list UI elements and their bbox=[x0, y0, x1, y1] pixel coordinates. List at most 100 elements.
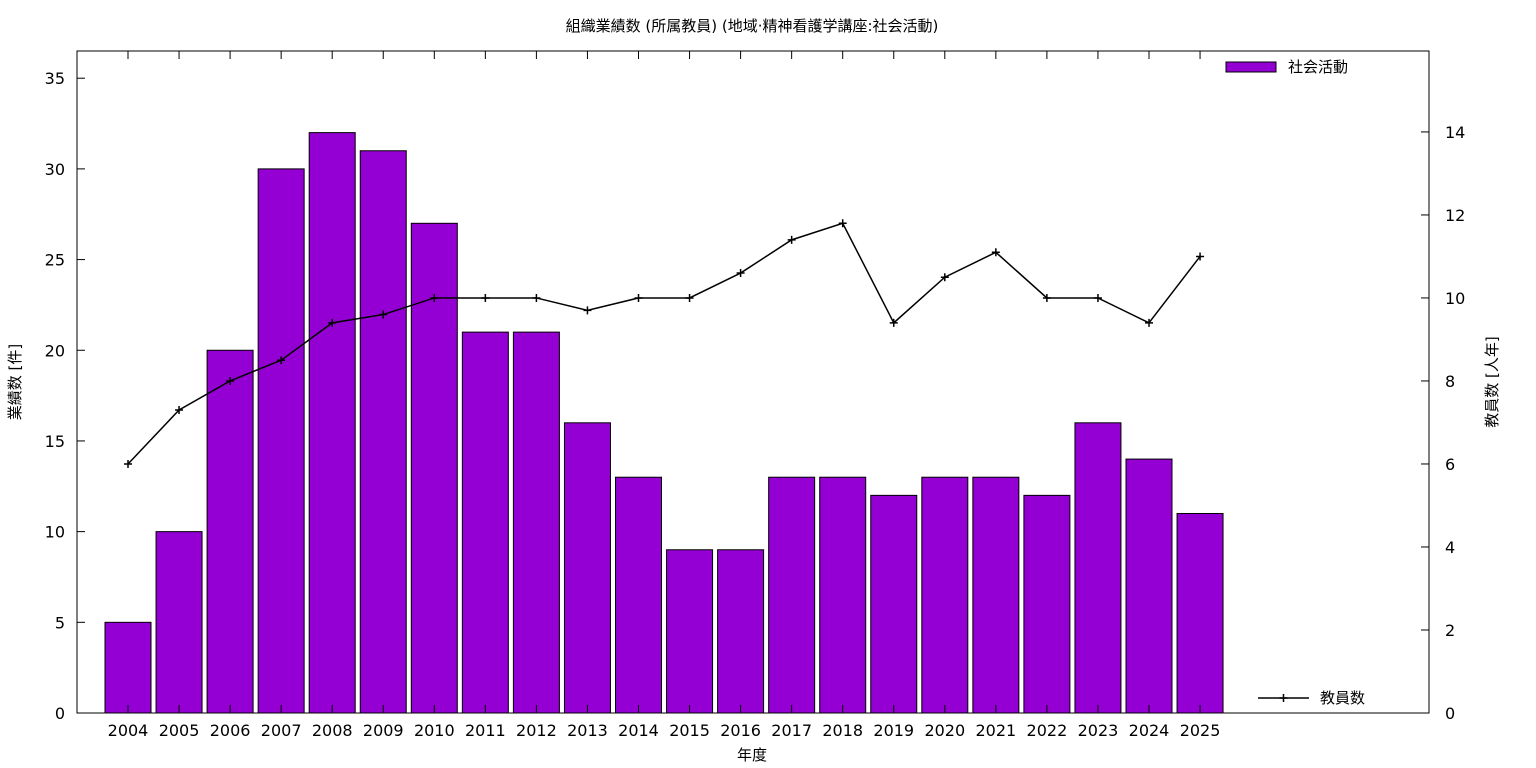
line-point-2015 bbox=[685, 293, 694, 302]
x-tick-label-2016: 2016 bbox=[720, 721, 761, 740]
line-point-2006 bbox=[226, 376, 235, 385]
line-point-2019 bbox=[889, 318, 898, 327]
right-tick-label: 0 bbox=[1445, 704, 1455, 723]
bar-2005 bbox=[155, 531, 203, 714]
x-tick-label-2024: 2024 bbox=[1129, 721, 1170, 740]
right-tick-label: 14 bbox=[1445, 123, 1465, 142]
line-point-2005 bbox=[175, 406, 184, 415]
x-tick-label-2010: 2010 bbox=[414, 721, 455, 740]
right-tick-label: 8 bbox=[1445, 372, 1455, 391]
legend-line-label: 教員数 bbox=[1320, 689, 1365, 707]
x-tick-label-2019: 2019 bbox=[873, 721, 914, 740]
bar-2006 bbox=[206, 349, 254, 714]
line-point-2012 bbox=[532, 293, 541, 302]
bar-2018 bbox=[819, 476, 867, 714]
left-tick-label: 25 bbox=[45, 251, 65, 270]
x-tick-label-2012: 2012 bbox=[516, 721, 557, 740]
right-axis-ticks: 0 2 4 6 8 10 12 14 bbox=[1421, 123, 1465, 723]
line-point-2016 bbox=[736, 269, 745, 278]
left-tick-label: 5 bbox=[55, 613, 65, 632]
x-tick-label-2007: 2007 bbox=[261, 721, 302, 740]
line-point-2025 bbox=[1196, 252, 1205, 261]
x-tick-label-2011: 2011 bbox=[465, 721, 506, 740]
x-tick-label-2005: 2005 bbox=[159, 721, 200, 740]
line-point-2009 bbox=[379, 310, 388, 319]
y2-axis-label: 教員数 [人年] bbox=[1483, 336, 1501, 427]
left-tick-label: 15 bbox=[45, 432, 65, 451]
left-tick-label: 30 bbox=[45, 160, 65, 179]
line-point-2024 bbox=[1145, 318, 1153, 327]
bar-2014 bbox=[615, 476, 662, 714]
line-point-2010 bbox=[430, 293, 439, 302]
line-point-2023 bbox=[1093, 293, 1102, 302]
bar-2016 bbox=[717, 549, 765, 714]
x-tick-label-2023: 2023 bbox=[1078, 721, 1119, 740]
bar-2021 bbox=[972, 476, 1020, 714]
y-axis-label: 業績数 [件] bbox=[6, 344, 24, 420]
bar-2020 bbox=[921, 476, 969, 714]
legend-line-marker bbox=[1279, 694, 1288, 702]
x-tick-label-2015: 2015 bbox=[669, 721, 710, 740]
line-point-2014 bbox=[634, 293, 643, 302]
right-tick-label: 12 bbox=[1445, 206, 1465, 225]
line-point-2013 bbox=[583, 306, 592, 315]
line-layer bbox=[124, 219, 1205, 468]
right-tick-label: 2 bbox=[1445, 621, 1455, 640]
bar-2007 bbox=[257, 168, 305, 714]
plot-frame bbox=[76, 50, 1430, 714]
bar-2011 bbox=[461, 331, 509, 714]
line-point-2004 bbox=[124, 459, 132, 468]
legend-bar: 社会活動 bbox=[1225, 58, 1348, 76]
line-point-2022 bbox=[1042, 293, 1051, 302]
x-tick-label-2004: 2004 bbox=[108, 721, 149, 740]
left-tick-label: 10 bbox=[45, 523, 65, 542]
legend-bar-swatch bbox=[1225, 61, 1277, 73]
right-tick-label: 4 bbox=[1445, 538, 1455, 557]
line-point-2008 bbox=[328, 318, 337, 327]
bar-2008 bbox=[308, 132, 356, 714]
x-tick-label-2006: 2006 bbox=[210, 721, 251, 740]
line-point-2011 bbox=[481, 293, 490, 302]
line-point-2021 bbox=[991, 248, 1000, 257]
right-tick-label: 10 bbox=[1445, 289, 1465, 308]
legend-line: 教員数 bbox=[1258, 689, 1365, 707]
x-tick-label-2022: 2022 bbox=[1027, 721, 1068, 740]
x-tick-label-2013: 2013 bbox=[567, 721, 608, 740]
x-axis-ticks: 2004 2005 2006 2007 2008 2009 2010 2011 2012 2013… bbox=[108, 51, 1221, 740]
bar-2023 bbox=[1074, 422, 1122, 714]
x-tick-label-2018: 2018 bbox=[822, 721, 863, 740]
x-tick-label-2008: 2008 bbox=[312, 721, 353, 740]
bar-2012 bbox=[512, 331, 560, 714]
line-series-faculty bbox=[127, 222, 1201, 465]
bar-2009 bbox=[359, 150, 407, 714]
bar-2004 bbox=[104, 621, 152, 714]
x-tick-label-2009: 2009 bbox=[363, 721, 404, 740]
x-tick-label-2017: 2017 bbox=[771, 721, 812, 740]
bar-2015 bbox=[666, 549, 714, 714]
bars-layer bbox=[104, 132, 1224, 714]
bar-2019 bbox=[870, 494, 918, 714]
line-point-2018 bbox=[838, 219, 847, 228]
left-tick-label: 35 bbox=[45, 69, 65, 88]
x-axis-label: 年度 bbox=[737, 746, 767, 764]
bar-2025 bbox=[1176, 512, 1224, 714]
left-axis-ticks: 0 5 10 15 20 25 30 35 bbox=[45, 69, 85, 723]
x-tick-label-2021: 2021 bbox=[975, 721, 1016, 740]
bar-2010 bbox=[410, 222, 458, 714]
x-tick-label-2020: 2020 bbox=[924, 721, 965, 740]
line-point-2007 bbox=[277, 356, 286, 365]
bar-2024 bbox=[1125, 458, 1173, 714]
bar-2017 bbox=[768, 476, 816, 714]
right-tick-label: 6 bbox=[1445, 455, 1455, 474]
chart-title: 組織業績数 (所属教員) (地域·精神看護学講座:社会活動) bbox=[566, 17, 939, 35]
x-tick-label-2025: 2025 bbox=[1180, 721, 1221, 740]
x-tick-label-2014: 2014 bbox=[618, 721, 659, 740]
line-point-2017 bbox=[787, 235, 796, 244]
line-point-2020 bbox=[940, 273, 949, 282]
legend-bar-label: 社会活動 bbox=[1288, 58, 1348, 76]
left-tick-label: 0 bbox=[55, 704, 65, 723]
bar-2013 bbox=[563, 422, 611, 714]
left-tick-label: 20 bbox=[45, 341, 65, 360]
bar-2022 bbox=[1023, 494, 1071, 714]
